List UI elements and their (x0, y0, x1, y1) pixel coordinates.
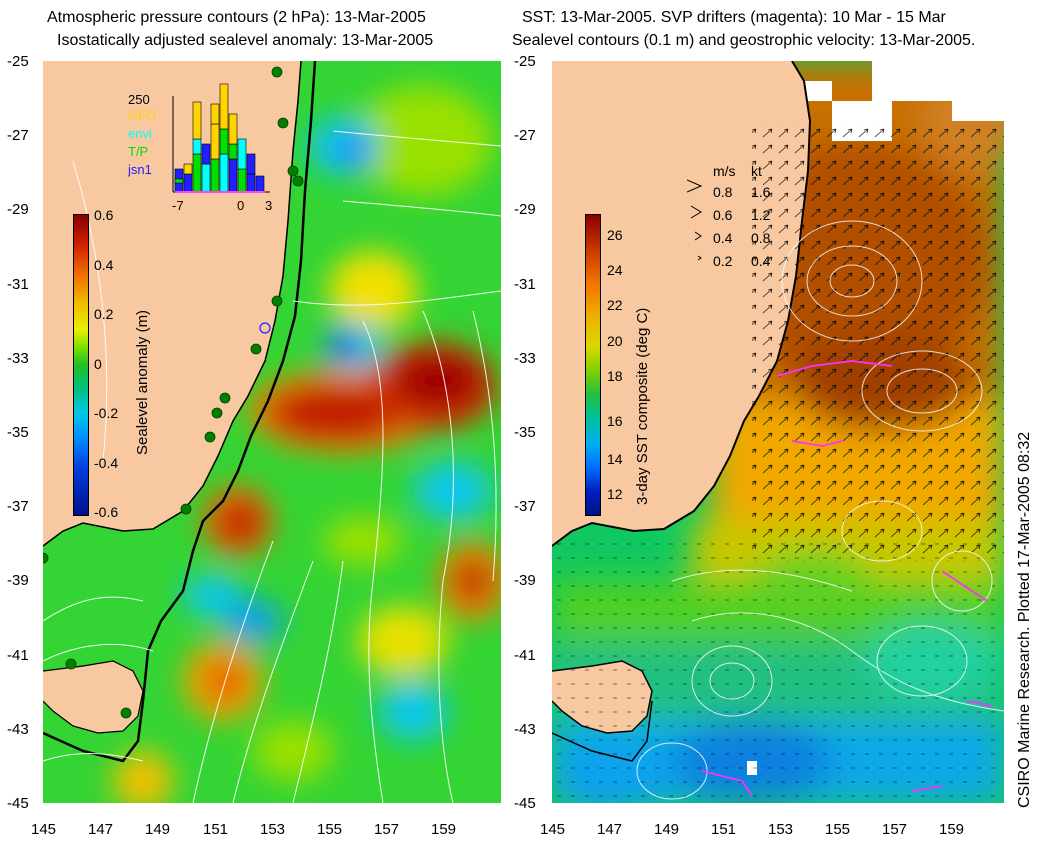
speed-legend-kt: 0.8 (751, 230, 771, 246)
sst-map-svg (552, 61, 1004, 803)
right-lat-tick: -41 (514, 647, 536, 664)
histogram-legend-tp: T/P (128, 144, 149, 159)
left-lat-tick: -39 (7, 572, 29, 589)
right-lat-tick: -45 (514, 795, 536, 812)
right-lon-tick: 157 (882, 821, 908, 838)
speed-legend-ms: 0.6 (713, 207, 733, 223)
right-lat-tick: -37 (514, 498, 536, 515)
left-lat-tick: -31 (7, 276, 29, 293)
histogram-xtick: 3 (265, 198, 273, 213)
left-title-line2: Isostatically adjusted sealevel anomaly:… (57, 32, 434, 49)
right-lon-tick: 159 (939, 821, 965, 838)
speed-legend-ms: 0.2 (713, 253, 733, 269)
right-lat-tick: -43 (514, 721, 536, 738)
left-lon-tick: 145 (31, 821, 57, 838)
left-lon-tick: 159 (431, 821, 457, 838)
left-lat-tick: -43 (7, 721, 29, 738)
histogram-legend-envi: envi (128, 126, 152, 141)
sealevel-colorbar-tick: -0.2 (94, 405, 119, 421)
left-lat-tick: -27 (7, 127, 29, 144)
right-lon-tick: 153 (768, 821, 794, 838)
credit-text: CSIRO Marine Research. Plotted 17-Mar-20… (1016, 431, 1033, 808)
sealevel-colorbar-tick: 0 (94, 356, 102, 372)
right-lat-tick: -29 (514, 201, 536, 218)
left-lon-tick: 149 (145, 821, 171, 838)
speed-legend-header-kt: kt (751, 163, 762, 179)
sst-colorbar-tick: 24 (607, 262, 623, 278)
histogram-bars (172, 83, 270, 193)
sealevel-colorbar (73, 214, 89, 516)
sealevel-colorbar-label: Sealevel anomaly (m) (134, 309, 151, 455)
left-lon-tick: 151 (203, 821, 229, 838)
histogram-xtick: -7 (172, 198, 184, 213)
left-lat-tick: -45 (7, 795, 29, 812)
right-title-line2: Sealevel contours (0.1 m) and geostrophi… (512, 32, 976, 49)
histogram-legend-jsn1: jsn1 (128, 162, 152, 177)
speed-legend-kt: 1.6 (751, 184, 771, 200)
right-lat-tick: -27 (514, 127, 536, 144)
speed-legend-ms: 0.8 (713, 184, 733, 200)
histogram-ymax: 250 (128, 92, 150, 107)
sst-colorbar-tick: 16 (607, 413, 623, 429)
right-lat-tick: -25 (514, 53, 536, 70)
left-lon-tick: 157 (374, 821, 400, 838)
right-lat-tick: -33 (514, 350, 536, 367)
histogram-legend-gfo: GFO (128, 108, 157, 123)
sealevel-anomaly-map-svg (43, 61, 501, 803)
sst-colorbar-tick: 20 (607, 333, 623, 349)
right-lon-tick: 147 (597, 821, 623, 838)
left-lat-tick: -41 (7, 647, 29, 664)
speed-legend-kt: 0.4 (751, 253, 771, 269)
sst-colorbar-tick: 26 (607, 227, 623, 243)
right-lat-tick: -39 (514, 572, 536, 589)
left-lon-tick: 155 (317, 821, 343, 838)
left-lat-tick: -37 (7, 498, 29, 515)
sealevel-colorbar-tick: 0.4 (94, 257, 114, 273)
left-title-line1: Atmospheric pressure contours (2 hPa): 1… (47, 9, 426, 26)
right-lon-tick: 149 (654, 821, 680, 838)
right-lat-tick: -31 (514, 276, 536, 293)
sealevel-colorbar-tick: -0.6 (94, 504, 119, 520)
left-lon-tick: 153 (260, 821, 286, 838)
speed-legend-arrows (687, 179, 703, 261)
right-lon-tick: 151 (711, 821, 737, 838)
sealevel-colorbar-tick: 0.2 (94, 306, 114, 322)
left-lat-tick: -25 (7, 53, 29, 70)
sst-colorbar (585, 214, 601, 516)
left-lat-tick: -33 (7, 350, 29, 367)
speed-legend-kt: 1.2 (751, 207, 771, 223)
histogram-xtick: 0 (237, 198, 245, 213)
sst-colorbar-tick: 12 (607, 486, 623, 502)
speed-legend-ms: 0.4 (713, 230, 733, 246)
altimeter-histogram: 250 GFO envi T/P jsn1 (120, 64, 278, 214)
right-title-line1: SST: 13-Mar-2005. SVP drifters (magenta)… (522, 9, 946, 26)
sealevel-anomaly-map (43, 61, 501, 803)
sst-colorbar-tick: 14 (607, 451, 623, 467)
right-lon-tick: 155 (825, 821, 851, 838)
sealevel-colorbar-tick: 0.6 (94, 207, 114, 223)
sst-colorbar-label: 3-day SST composite (deg C) (634, 307, 651, 505)
sst-colorbar-tick: 18 (607, 368, 623, 384)
sst-map (552, 61, 1004, 803)
speed-legend-header-ms: m/s (713, 163, 736, 179)
right-lon-tick: 145 (540, 821, 566, 838)
sst-colorbar-tick: 22 (607, 297, 623, 313)
left-lon-tick: 147 (88, 821, 114, 838)
sealevel-colorbar-tick: -0.4 (94, 455, 119, 471)
left-lat-tick: -35 (7, 424, 29, 441)
right-lat-tick: -35 (514, 424, 536, 441)
left-lat-tick: -29 (7, 201, 29, 218)
